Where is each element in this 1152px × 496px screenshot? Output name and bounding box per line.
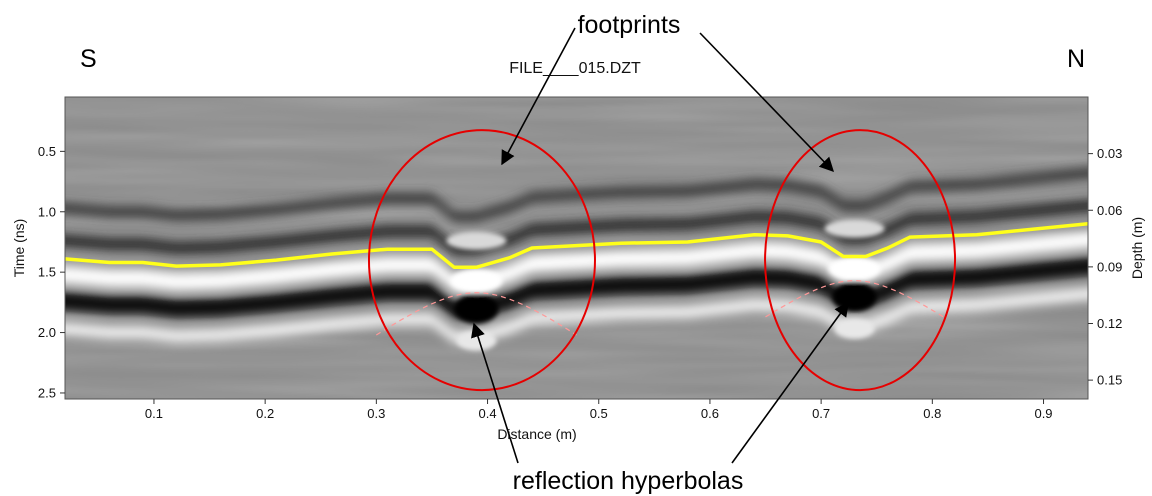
y-axis-depth: 0.03 0.06 0.09 0.12 0.15: [1088, 146, 1122, 388]
south-label: S: [80, 45, 97, 73]
hyperbola-apex-dark: [454, 293, 499, 324]
x-tick-label: 0.5: [590, 406, 608, 421]
y-right-axis-title: Depth (m): [1129, 217, 1145, 279]
reflector-band: [65, 287, 1088, 344]
y-right-tick-label: 0.12: [1097, 316, 1122, 331]
x-tick-label: 0.8: [923, 406, 941, 421]
hyperbola-apex-bright: [450, 268, 503, 293]
reflector-band: [65, 231, 1088, 292]
arrow-footprint-1: [501, 27, 576, 166]
footprint-circle: [367, 129, 596, 392]
y-right-tick-label: 0.15: [1097, 373, 1122, 388]
arrow-hyperbola-1: [471, 322, 519, 464]
reflection-hyperbolas-label: reflection hyperbolas: [513, 467, 744, 495]
y-right-tick-label: 0.09: [1097, 259, 1122, 274]
hyperbola-upper-bright: [824, 219, 885, 238]
x-tick-label: 0.3: [367, 406, 385, 421]
y-axis-time: 0.5 1.0 1.5 2.0 2.5: [38, 144, 65, 400]
y-left-axis-title: Time (ns): [11, 219, 27, 278]
footprints-label: footprints: [578, 11, 681, 39]
hyperbola-fit-line: [375, 292, 577, 336]
x-tick-label: 0.9: [1034, 406, 1052, 421]
y-left-tick-label: 1.5: [38, 265, 56, 280]
x-tick-label: 0.1: [145, 406, 163, 421]
reflector-band: [65, 167, 1088, 222]
hyperbola-upper-bright: [446, 231, 507, 250]
reflector-band: [65, 199, 1088, 256]
surface-line: [65, 222, 1088, 270]
y-left-tick-label: 0.5: [38, 144, 56, 159]
footprint-circle: [764, 129, 957, 392]
hyperbola-lower-bright: [456, 330, 497, 351]
y-left-tick-label: 2.0: [38, 325, 56, 340]
hyperbola-apex-bright: [828, 256, 881, 281]
x-tick-label: 0.2: [256, 406, 274, 421]
y-left-tick-label: 1.0: [38, 204, 56, 219]
hyperbola-apex-dark: [832, 281, 877, 312]
y-left-tick-label: 2.5: [38, 385, 56, 400]
north-label: N: [1067, 45, 1085, 73]
hyperbola-shading: [446, 219, 885, 351]
x-axis: 0.1 0.2 0.3 0.4 0.5 0.6 0.7 0.8 0.9: [145, 399, 1053, 421]
radargram-image: [65, 97, 1088, 399]
plot-frame: [64, 96, 1089, 400]
arrow-hyperbola-2: [731, 301, 849, 464]
x-axis-title: Distance (m): [497, 426, 576, 442]
reflector-bands: [65, 167, 1088, 344]
y-right-tick-label: 0.06: [1097, 203, 1122, 218]
x-tick-label: 0.4: [479, 406, 497, 421]
file-name-label: FILE____015.DZT: [509, 60, 641, 77]
hyperbola-lower-bright: [834, 318, 875, 339]
y-right-tick-label: 0.03: [1097, 146, 1122, 161]
footprint-circles: [367, 129, 957, 392]
x-tick-label: 0.6: [701, 406, 719, 421]
hyperbola-fits: [375, 279, 944, 336]
arrow-footprint-2: [699, 32, 834, 173]
reflector-band: [65, 256, 1088, 320]
x-tick-label: 0.7: [812, 406, 830, 421]
